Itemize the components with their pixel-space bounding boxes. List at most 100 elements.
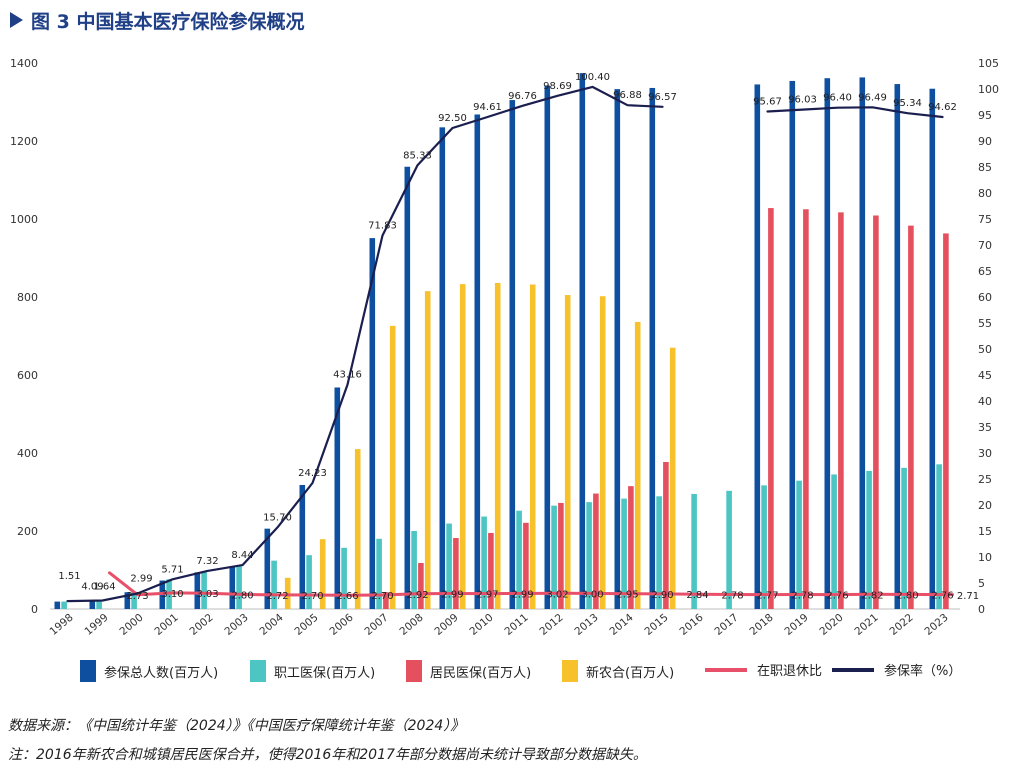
footnote: 注：2016年新农合和城镇居民医保合并，使得2016年和2017年部分数据尚未统… bbox=[8, 747, 647, 763]
y-right-tick-label: 95 bbox=[978, 109, 992, 122]
y-right-tick-label: 70 bbox=[978, 239, 992, 252]
x-tick-label: 2020 bbox=[817, 612, 845, 638]
ratio-data-label: 2.90 bbox=[651, 590, 673, 601]
y-right-tick-label: 10 bbox=[978, 551, 992, 564]
rate-data-label: 92.50 bbox=[438, 113, 467, 124]
bar bbox=[873, 215, 879, 610]
legend-label-resident: 居民医保(百万人) bbox=[430, 665, 532, 681]
x-tick-label: 2004 bbox=[257, 611, 285, 638]
y-right-tick-label: 20 bbox=[978, 499, 992, 512]
bar bbox=[789, 80, 796, 609]
ratio-data-label: 2.76 bbox=[931, 591, 953, 602]
x-tick-label: 2021 bbox=[852, 612, 880, 638]
y-right-tick-label: 50 bbox=[978, 343, 992, 356]
bar bbox=[761, 485, 767, 609]
y-left-tick-label: 800 bbox=[17, 291, 38, 304]
x-tick-label: 2008 bbox=[397, 612, 425, 638]
x-tick-label: 2017 bbox=[712, 612, 740, 638]
rate-line bbox=[66, 85, 664, 603]
legend-swatch-resident bbox=[406, 660, 422, 682]
chart-labels: 2.73 3.10 3.03 2.80 2.72 2.70 2.66 2.70 2.92 2.99… bbox=[58, 72, 979, 602]
bar bbox=[768, 208, 774, 609]
bar bbox=[551, 505, 557, 609]
ratio-data-label: 2.99 bbox=[511, 589, 533, 600]
legend-label-total: 参保总人数(百万人) bbox=[104, 665, 219, 681]
bar bbox=[418, 562, 424, 609]
x-tick-label: 2002 bbox=[187, 612, 215, 638]
rate-data-label: 71.83 bbox=[368, 220, 397, 231]
rate-data-label: 96.49 bbox=[858, 92, 887, 103]
y-right-tick-label: 35 bbox=[978, 421, 992, 434]
y-right-tick-label: 55 bbox=[978, 317, 992, 330]
rate-data-label: 8.44 bbox=[231, 550, 253, 561]
rate-data-label: 96.40 bbox=[823, 93, 852, 104]
y-left-tick-label: 1400 bbox=[10, 57, 38, 70]
x-tick-label: 2019 bbox=[782, 612, 810, 638]
bar bbox=[341, 547, 347, 609]
ratio-data-label: 2.76 bbox=[826, 591, 848, 602]
ratio-data-label: 2.73 bbox=[126, 591, 148, 602]
rate-data-label: 43.16 bbox=[333, 370, 362, 381]
x-tick-label: 2012 bbox=[537, 612, 565, 638]
bar bbox=[614, 89, 621, 609]
bar bbox=[306, 555, 312, 609]
bar bbox=[656, 496, 662, 609]
legend-label-employee: 职工医保(百万人) bbox=[274, 665, 376, 681]
ratio-data-label: 2.78 bbox=[721, 591, 743, 602]
rate-data-label: 85.33 bbox=[403, 150, 432, 161]
bar bbox=[754, 84, 761, 609]
legend-label-ncms: 新农合(百万人) bbox=[586, 665, 675, 681]
rate-data-label: 15.70 bbox=[263, 512, 292, 523]
ratio-data-label: 2.78 bbox=[791, 591, 813, 602]
rate-line bbox=[766, 106, 944, 119]
legend-label-ratio: 在职退休比 bbox=[757, 664, 823, 679]
y-left-tick-label: 200 bbox=[17, 525, 38, 538]
bar bbox=[509, 100, 516, 610]
ratio-data-label: 2.82 bbox=[861, 590, 883, 601]
bar bbox=[383, 592, 389, 609]
ratio-data-label: 2.70 bbox=[371, 591, 393, 602]
legend-item-resident: 居民医保(百万人) bbox=[406, 660, 531, 682]
y-right-tick-label: 45 bbox=[978, 369, 992, 382]
ratio-data-label: 2.80 bbox=[896, 590, 918, 601]
ratio-data-label: 2.84 bbox=[686, 590, 708, 601]
x-tick-label: 2010 bbox=[467, 612, 495, 638]
bar bbox=[411, 531, 417, 609]
bar bbox=[796, 480, 802, 609]
bar bbox=[284, 577, 291, 609]
bar bbox=[649, 87, 656, 609]
ratio-data-label: 2.80 bbox=[231, 590, 253, 601]
legend-item-ncms: 新农合(百万人) bbox=[562, 660, 674, 682]
bar bbox=[726, 490, 732, 609]
bar bbox=[376, 538, 382, 609]
bar bbox=[389, 325, 396, 609]
bar bbox=[453, 538, 459, 609]
rate-data-label: 96.76 bbox=[508, 91, 537, 102]
bar bbox=[488, 532, 494, 609]
bar bbox=[61, 601, 67, 609]
y-right-tick-label: 90 bbox=[978, 135, 992, 148]
legend-swatch-total bbox=[80, 660, 96, 682]
x-tick-label: 2014 bbox=[607, 611, 635, 638]
chart-bars bbox=[54, 73, 949, 610]
y-right-tick-label: 15 bbox=[978, 525, 992, 538]
x-tick-label: 2016 bbox=[677, 611, 705, 638]
y-right-tick-label: 65 bbox=[978, 265, 992, 278]
ratio-data-label: 2.92 bbox=[406, 590, 428, 601]
ratio-data-label: 3.10 bbox=[161, 589, 183, 600]
bar bbox=[96, 600, 102, 609]
bar bbox=[628, 486, 634, 609]
x-tick-label: 2000 bbox=[117, 612, 145, 638]
rate-data-label: 96.57 bbox=[648, 92, 677, 103]
chart-axes: 0 200 400 600 800 1000 1200 1400 0 5 10 15 20 25 30 35 4… bbox=[10, 57, 999, 638]
rate-data-label: 94.62 bbox=[928, 102, 957, 113]
ratio-data-label: 2.99 bbox=[441, 589, 463, 600]
bar bbox=[474, 114, 481, 609]
bar bbox=[201, 572, 207, 609]
y-right-tick-label: 105 bbox=[978, 57, 999, 70]
y-right-tick-label: 80 bbox=[978, 187, 992, 200]
bar bbox=[194, 572, 201, 609]
y-left-tick-label: 1000 bbox=[10, 213, 38, 226]
y-right-tick-label: 30 bbox=[978, 447, 992, 460]
bar bbox=[943, 233, 949, 609]
